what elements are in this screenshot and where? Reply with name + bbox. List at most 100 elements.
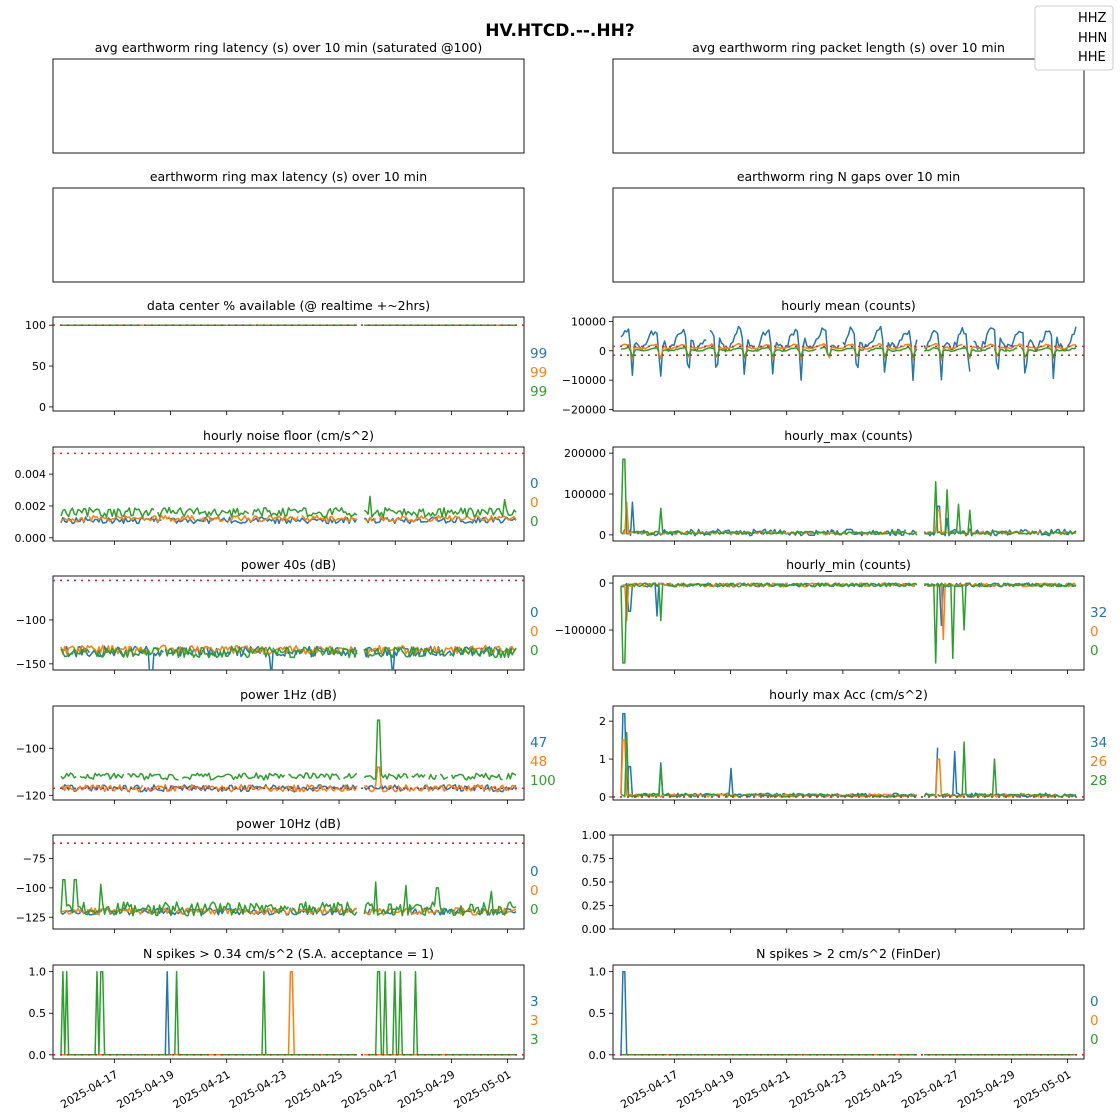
y-tick-label: 0.00 bbox=[582, 923, 607, 936]
series-group bbox=[53, 579, 524, 670]
figure-title: HV.HTCD.--.HH? bbox=[485, 21, 634, 41]
series-group bbox=[53, 970, 524, 1056]
y-tick-label: 0.000 bbox=[15, 532, 47, 545]
y-tick-label: −100000 bbox=[555, 624, 606, 637]
subplot-title: N spikes > 0.34 cm/s^2 (S.A. acceptance … bbox=[143, 946, 434, 961]
plot-area bbox=[52, 187, 525, 283]
series-group bbox=[620, 458, 1077, 537]
series-group bbox=[620, 582, 1077, 664]
legend: HHZ HHN HHE bbox=[1034, 5, 1114, 71]
y-tick-label: 100000 bbox=[564, 488, 606, 501]
y-tick-label: 2 bbox=[599, 715, 606, 728]
channel-stat: 0 bbox=[530, 864, 539, 880]
series-line-hhe bbox=[620, 458, 1077, 536]
y-tick-label: 1.0 bbox=[589, 966, 607, 979]
y-tick-label: 0.0 bbox=[29, 1049, 47, 1062]
y-tick-label: 200000 bbox=[564, 447, 606, 460]
series-group bbox=[613, 970, 1084, 1056]
plot-area bbox=[612, 705, 1085, 801]
series-group bbox=[53, 842, 524, 917]
channel-stat: 0 bbox=[530, 476, 539, 492]
y-tick-label: 0.25 bbox=[582, 900, 607, 913]
subplot-p12: power 10Hz (dB) −75 −100 −125 0 0 0 bbox=[16, 816, 539, 933]
series-line-hhe bbox=[60, 646, 517, 659]
series-group bbox=[53, 719, 524, 793]
channel-stat: 100 bbox=[530, 773, 556, 789]
series-line-hhz bbox=[620, 325, 1077, 382]
channel-stat: 99 bbox=[530, 384, 547, 400]
channel-stat: 0 bbox=[1090, 643, 1099, 659]
channel-stat: 0 bbox=[530, 902, 539, 918]
y-tick-label: 0 bbox=[599, 791, 606, 804]
y-tick-label: 10000 bbox=[571, 315, 606, 328]
y-tick-label: −100 bbox=[16, 614, 46, 627]
y-tick-label: 0.50 bbox=[582, 876, 607, 889]
subplot-title: avg earthworm ring latency (s) over 10 m… bbox=[95, 40, 482, 55]
series-line-hhe bbox=[620, 346, 1077, 359]
plot-area bbox=[52, 834, 525, 930]
channel-stat: 3 bbox=[530, 994, 539, 1010]
channel-stat: 34 bbox=[1090, 735, 1107, 751]
series-line-hhe bbox=[620, 582, 1077, 664]
y-tick-label: 100 bbox=[25, 319, 46, 332]
channel-stat: 99 bbox=[530, 365, 547, 381]
legend-entry: HHN bbox=[1078, 31, 1107, 46]
series-line-hhe bbox=[60, 878, 517, 917]
y-tick-label: −150 bbox=[16, 658, 46, 671]
y-tick-label: −100 bbox=[16, 742, 46, 755]
y-tick-label: −100 bbox=[16, 882, 46, 895]
y-tick-label: 1 bbox=[599, 753, 606, 766]
channel-stat: 32 bbox=[1090, 605, 1107, 621]
y-tick-label: 0 bbox=[599, 345, 606, 358]
channel-stat: 0 bbox=[1090, 1032, 1099, 1048]
subplot-title: power 40s (dB) bbox=[241, 557, 336, 572]
subplot-p7: hourly_max (counts) 200000 100000 0 bbox=[564, 428, 1085, 545]
channel-stat: 0 bbox=[530, 605, 539, 621]
plot-area bbox=[612, 187, 1085, 283]
y-tick-label: 0 bbox=[599, 577, 606, 590]
plot-area bbox=[612, 316, 1085, 412]
subplot-title: hourly noise floor (cm/s^2) bbox=[203, 428, 374, 443]
y-tick-label: 0.5 bbox=[589, 1007, 607, 1020]
series-line-hhn bbox=[60, 766, 517, 793]
subplot-p0: avg earthworm ring latency (s) over 10 m… bbox=[52, 40, 525, 154]
subplot-p8: power 40s (dB) −100 −150 0 0 0 bbox=[16, 557, 539, 674]
subplot-title: hourly_max (counts) bbox=[784, 428, 913, 443]
plot-area bbox=[612, 575, 1085, 671]
plot-area bbox=[612, 964, 1085, 1060]
subplot-p2: earthworm ring max latency (s) over 10 m… bbox=[52, 169, 525, 283]
channel-stat: 0 bbox=[1090, 1013, 1099, 1029]
channel-stat: 0 bbox=[1090, 624, 1099, 640]
y-tick-label: 0 bbox=[39, 401, 46, 414]
y-tick-label: 1.00 bbox=[582, 829, 607, 842]
subplot-title: data center % available (@ realtime +~2h… bbox=[147, 298, 430, 313]
subplot-p9: hourly_min (counts) 0 −100000 32 0 0 bbox=[555, 557, 1107, 674]
y-tick-label: 0 bbox=[599, 529, 606, 542]
plot-area bbox=[52, 58, 525, 154]
series-group bbox=[613, 712, 1084, 798]
channel-stat: 0 bbox=[530, 883, 539, 899]
subplot-p13: 1.00 0.75 0.50 0.25 0.00 bbox=[582, 829, 1085, 936]
subplot-title: hourly mean (counts) bbox=[781, 298, 915, 313]
subplot-p3: earthworm ring N gaps over 10 min bbox=[612, 169, 1085, 283]
series-line-hhn bbox=[620, 342, 1077, 361]
plot-area bbox=[52, 316, 525, 412]
y-tick-label: 0.002 bbox=[15, 500, 47, 513]
channel-stat: 0 bbox=[1090, 994, 1099, 1010]
subplot-p1: avg earthworm ring packet length (s) ove… bbox=[612, 40, 1085, 154]
subplot-p10: power 1Hz (dB) −100 −120 47 48 100 bbox=[16, 687, 556, 804]
channel-stat: 0 bbox=[530, 624, 539, 640]
channel-stat: 26 bbox=[1090, 754, 1107, 770]
channel-stat: 48 bbox=[530, 754, 547, 770]
subplot-title: hourly max Acc (cm/s^2) bbox=[769, 687, 928, 702]
plot-area bbox=[52, 446, 525, 542]
y-tick-label: −120 bbox=[16, 789, 46, 802]
subplot-title: N spikes > 2 cm/s^2 (FinDer) bbox=[756, 946, 941, 961]
series-group bbox=[613, 325, 1084, 382]
subplot-title: power 10Hz (dB) bbox=[236, 816, 341, 831]
subplot-p11: hourly max Acc (cm/s^2) 2 1 0 34 26 28 bbox=[599, 687, 1107, 804]
y-tick-label: −125 bbox=[16, 911, 46, 924]
channel-stat: 99 bbox=[530, 346, 547, 362]
plot-area bbox=[52, 964, 525, 1060]
